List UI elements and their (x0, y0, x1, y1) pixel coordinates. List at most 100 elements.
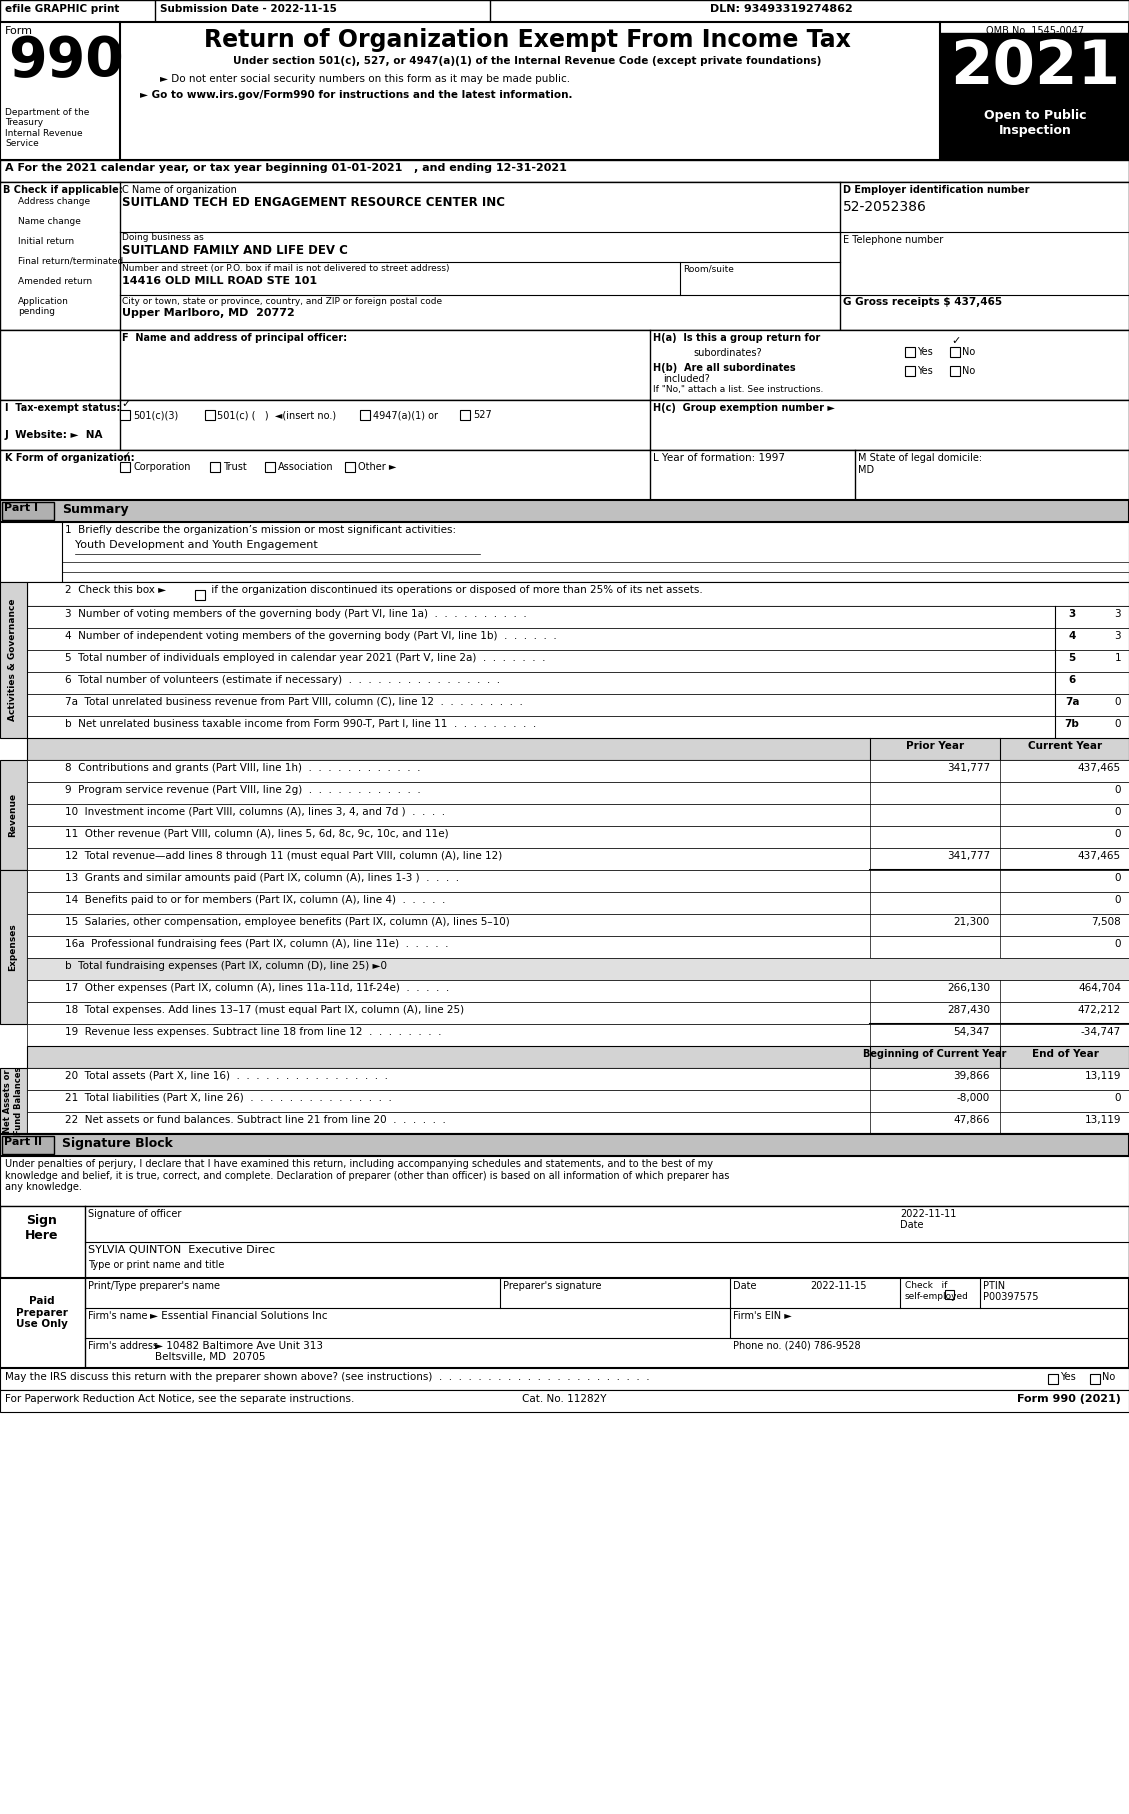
Text: 6: 6 (1068, 675, 1076, 686)
Text: Expenses: Expenses (9, 923, 18, 970)
Bar (940, 105, 1129, 160)
Bar (945, 1290, 954, 1299)
Text: 3: 3 (1114, 631, 1121, 640)
Bar (210, 463, 220, 472)
Text: SYLVIA QUINTON  Executive Direc: SYLVIA QUINTON Executive Direc (88, 1244, 275, 1255)
Bar (345, 463, 355, 472)
Bar (0, 450, 1129, 501)
Text: -8,000: -8,000 (956, 1094, 990, 1103)
Text: G Gross receipts $ 437,465: G Gross receipts $ 437,465 (843, 297, 1003, 307)
Bar (27, 738, 1129, 760)
Bar (27, 606, 1129, 628)
Text: Other ►: Other ► (358, 463, 396, 472)
Text: 14416 OLD MILL ROAD STE 101: 14416 OLD MILL ROAD STE 101 (122, 276, 317, 287)
Text: SUITLAND TECH ED ENGAGEMENT RESOURCE CENTER INC: SUITLAND TECH ED ENGAGEMENT RESOURCE CEN… (122, 196, 505, 209)
Text: b  Net unrelated business taxable income from Form 990-T, Part I, line 11  .  . : b Net unrelated business taxable income … (65, 718, 536, 729)
Text: 0: 0 (1114, 718, 1121, 729)
Bar (0, 330, 1129, 401)
Text: 6  Total number of volunteers (estimate if necessary)  .  .  .  .  .  .  .  .  .: 6 Total number of volunteers (estimate i… (65, 675, 500, 686)
Text: 4  Number of independent voting members of the governing body (Part VI, line 1b): 4 Number of independent voting members o… (65, 631, 557, 640)
Bar (27, 1001, 1129, 1023)
Bar (27, 804, 1129, 825)
Bar (0, 401, 1129, 450)
Text: No: No (962, 346, 975, 357)
Bar (0, 501, 1129, 522)
Text: Part I: Part I (5, 502, 38, 513)
Text: Firm's address: Firm's address (88, 1341, 158, 1351)
Text: 39,866: 39,866 (954, 1070, 990, 1081)
Text: 3: 3 (1114, 610, 1121, 619)
Text: ► Go to www.irs.gov/Form990 for instructions and the latest information.: ► Go to www.irs.gov/Form990 for instruct… (140, 91, 572, 100)
Text: K Form of organization:: K Form of organization: (5, 454, 134, 463)
Text: 0: 0 (1114, 785, 1121, 795)
Text: Amended return: Amended return (18, 278, 93, 287)
Text: M State of legal domicile:
MD: M State of legal domicile: MD (858, 454, 982, 475)
Text: Return of Organization Exempt From Income Tax: Return of Organization Exempt From Incom… (203, 27, 850, 53)
Text: subordinates?: subordinates? (693, 348, 762, 357)
Bar (2, 1136, 54, 1154)
Text: Association: Association (278, 463, 334, 472)
Text: L Year of formation: 1997: L Year of formation: 1997 (653, 454, 785, 463)
Text: Yes: Yes (917, 366, 933, 375)
Bar (0, 1156, 1129, 1206)
Text: 13,119: 13,119 (1085, 1116, 1121, 1125)
Text: Phone no. (240) 786-9528: Phone no. (240) 786-9528 (733, 1341, 860, 1351)
Bar (27, 980, 1129, 1001)
Bar (940, 33, 1129, 105)
Text: May the IRS discuss this return with the preparer shown above? (see instructions: May the IRS discuss this return with the… (5, 1371, 649, 1382)
Text: For Paperwork Reduction Act Notice, see the separate instructions.: For Paperwork Reduction Act Notice, see … (5, 1393, 355, 1404)
Text: Activities & Governance: Activities & Governance (9, 599, 18, 722)
Text: 19  Revenue less expenses. Subtract line 18 from line 12  .  .  .  .  .  .  .  .: 19 Revenue less expenses. Subtract line … (65, 1027, 441, 1038)
Text: Print/Type preparer's name: Print/Type preparer's name (88, 1281, 220, 1292)
Text: Doing business as: Doing business as (122, 232, 203, 241)
Text: 0: 0 (1114, 894, 1121, 905)
Text: ✓: ✓ (121, 452, 130, 461)
Text: 0: 0 (1114, 940, 1121, 949)
Text: Firm's name: Firm's name (88, 1312, 148, 1321)
Text: Under penalties of perjury, I declare that I have examined this return, includin: Under penalties of perjury, I declare th… (5, 1159, 729, 1192)
Bar (27, 958, 1129, 980)
Text: Form: Form (5, 25, 33, 36)
Bar (27, 1047, 1129, 1068)
Bar (905, 366, 914, 375)
Text: 437,465: 437,465 (1078, 764, 1121, 773)
Text: ✓: ✓ (951, 336, 961, 346)
Text: 47,866: 47,866 (954, 1116, 990, 1125)
Text: 1: 1 (1114, 653, 1121, 662)
Text: 2021: 2021 (949, 38, 1120, 96)
Text: Address change: Address change (18, 198, 90, 207)
Text: Yes: Yes (917, 346, 933, 357)
Text: ✓: ✓ (121, 399, 130, 408)
Text: H(b)  Are all subordinates: H(b) Are all subordinates (653, 363, 796, 374)
Bar (0, 871, 27, 1023)
Bar (27, 892, 1129, 914)
Text: 0: 0 (1114, 829, 1121, 840)
Bar (27, 760, 1129, 782)
Text: B Check if applicable:: B Check if applicable: (3, 185, 123, 194)
Text: Summary: Summary (62, 502, 129, 515)
Text: Corporation: Corporation (133, 463, 191, 472)
Text: Number and street (or P.O. box if mail is not delivered to street address): Number and street (or P.O. box if mail i… (122, 265, 449, 272)
Bar (360, 410, 370, 421)
Text: 0: 0 (1114, 697, 1121, 707)
Text: 266,130: 266,130 (947, 983, 990, 992)
Text: H(a)  Is this a group return for: H(a) Is this a group return for (653, 334, 821, 343)
Bar (27, 1112, 1129, 1134)
Text: C Name of organization: C Name of organization (122, 185, 237, 194)
Text: 52-2052386: 52-2052386 (843, 200, 927, 214)
Bar (0, 181, 1129, 330)
Bar (0, 1134, 1129, 1156)
Text: 0: 0 (1114, 1094, 1121, 1103)
Bar (27, 695, 1129, 717)
Text: 2022-11-15: 2022-11-15 (809, 1281, 866, 1292)
Text: SUITLAND FAMILY AND LIFE DEV C: SUITLAND FAMILY AND LIFE DEV C (122, 245, 348, 258)
Text: ► Do not enter social security numbers on this form as it may be made public.: ► Do not enter social security numbers o… (160, 74, 570, 83)
Text: 13,119: 13,119 (1085, 1070, 1121, 1081)
Text: 7a  Total unrelated business revenue from Part VIII, column (C), line 12  .  .  : 7a Total unrelated business revenue from… (65, 697, 523, 707)
Text: Upper Marlboro, MD  20772: Upper Marlboro, MD 20772 (122, 308, 295, 317)
Bar (27, 825, 1129, 847)
Bar (0, 1279, 1129, 1368)
Text: Initial return: Initial return (18, 238, 75, 247)
Text: Prior Year: Prior Year (905, 740, 964, 751)
Bar (0, 22, 1129, 160)
